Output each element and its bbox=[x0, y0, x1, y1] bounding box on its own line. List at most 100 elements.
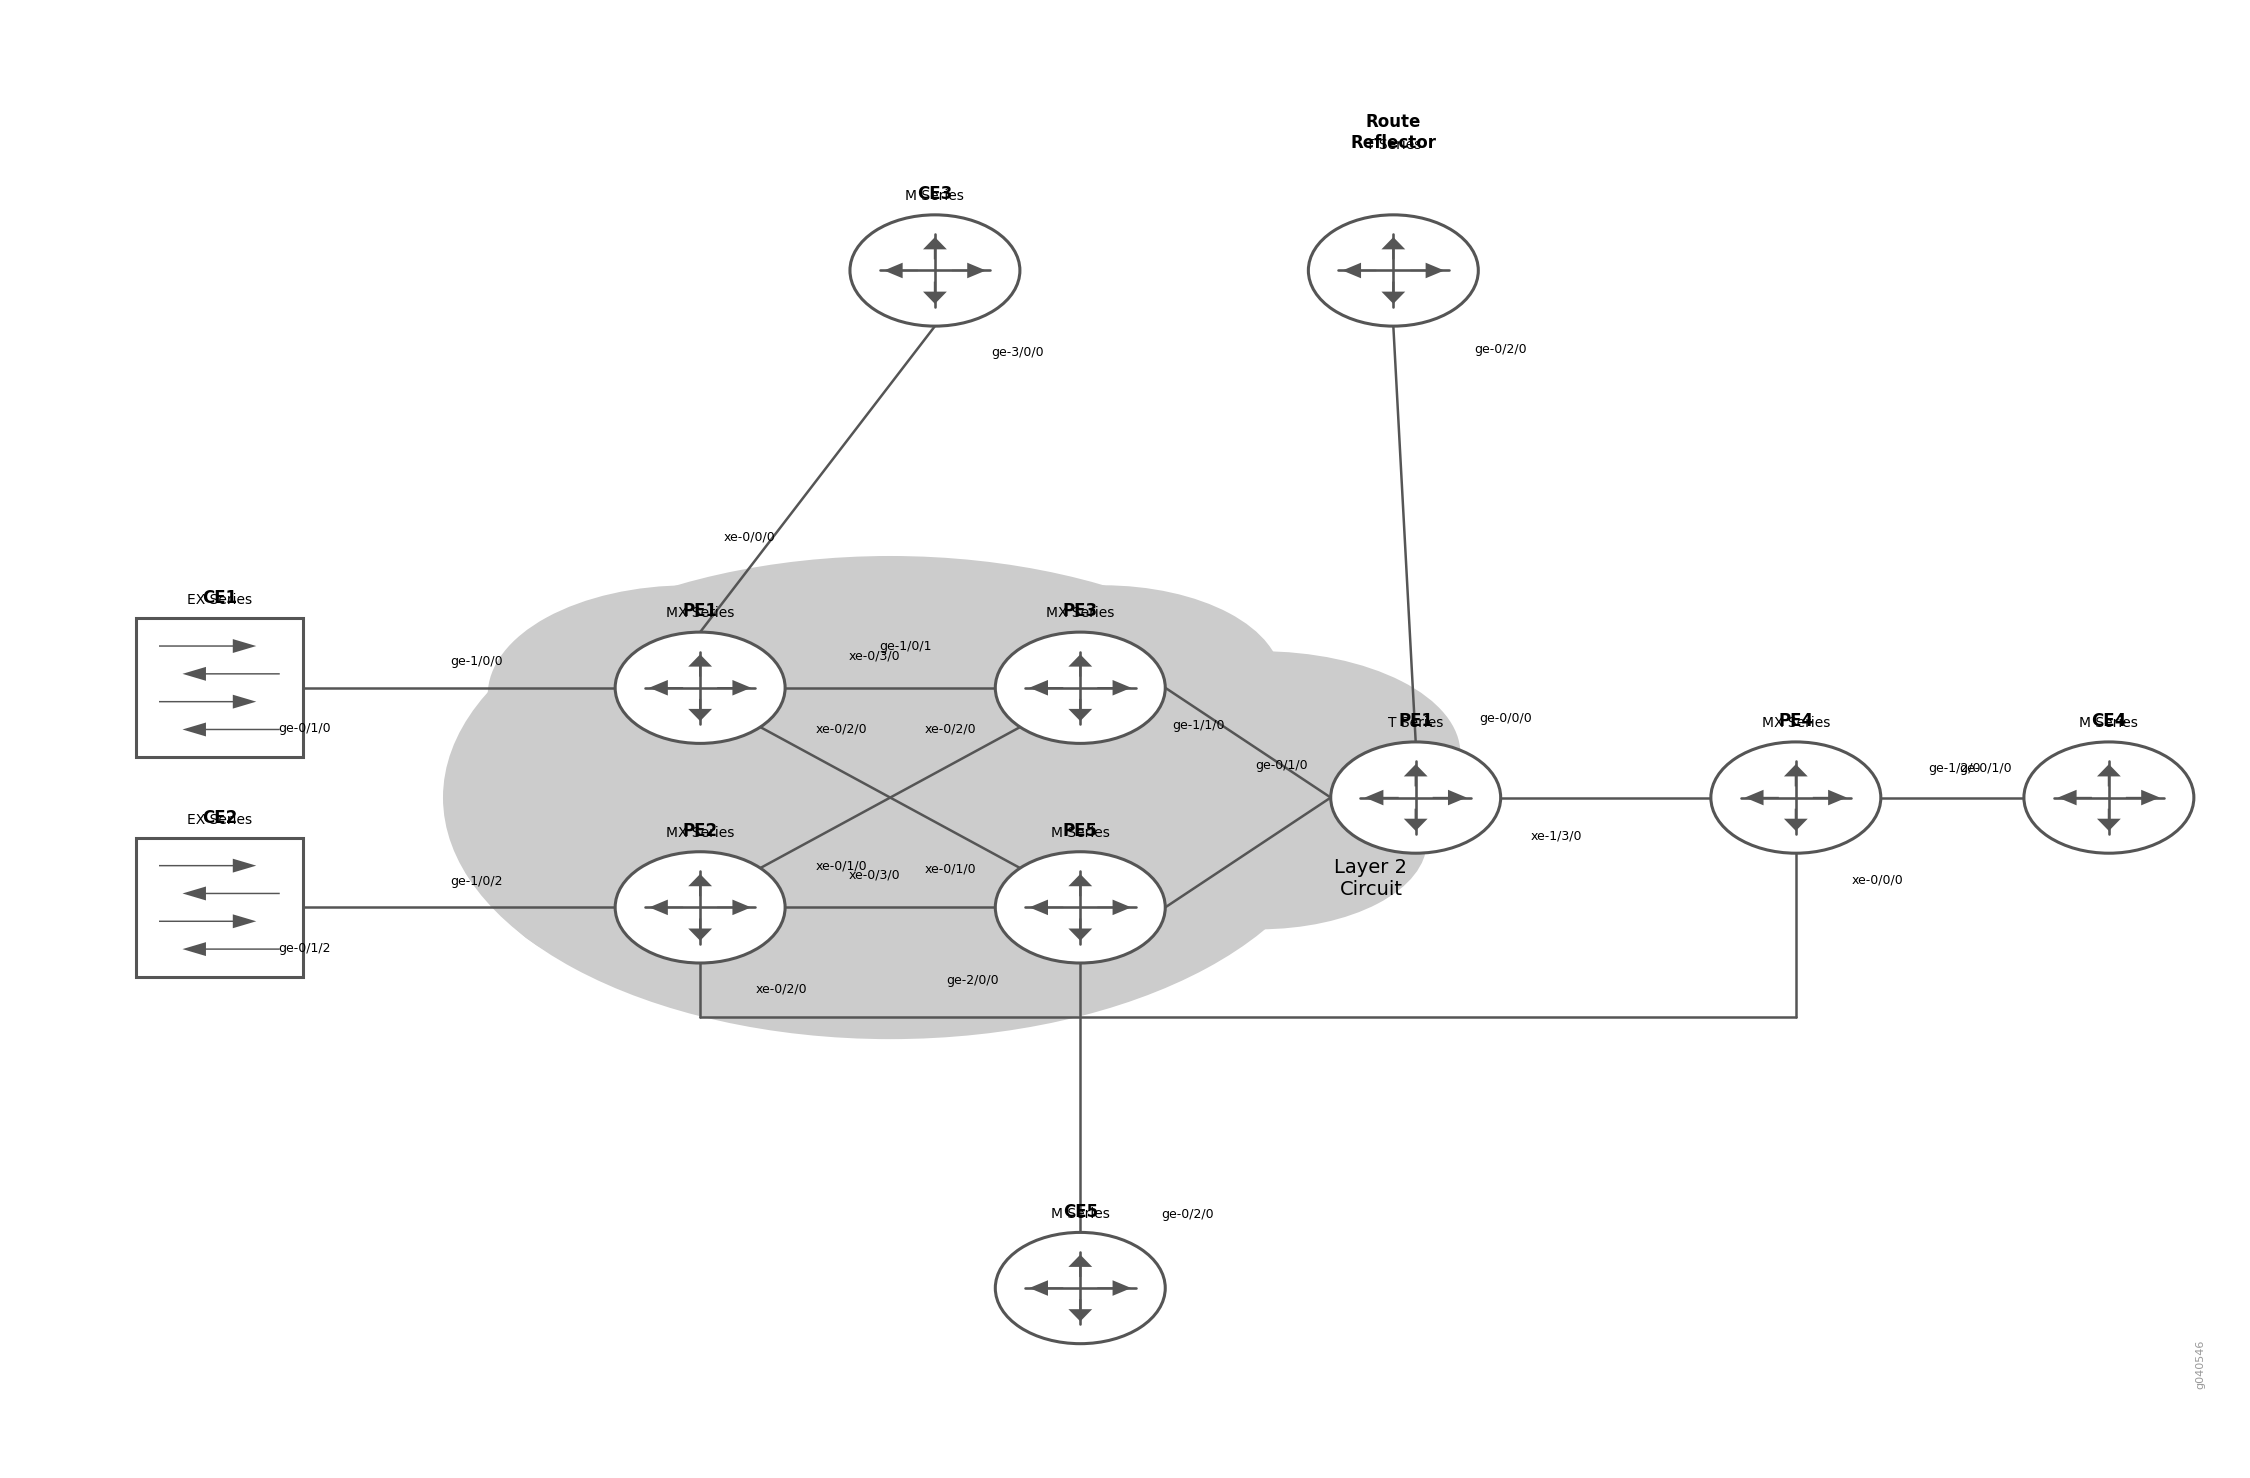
Text: CE5: CE5 bbox=[1062, 1203, 1098, 1221]
Circle shape bbox=[994, 633, 1166, 743]
FancyArrow shape bbox=[1784, 764, 1807, 786]
FancyArrow shape bbox=[2097, 808, 2122, 831]
Ellipse shape bbox=[688, 806, 1091, 995]
Text: xe-1/3/0: xe-1/3/0 bbox=[1530, 829, 1582, 842]
Ellipse shape bbox=[443, 556, 1336, 1039]
Text: ge-0/0/0: ge-0/0/0 bbox=[1478, 712, 1532, 726]
Ellipse shape bbox=[925, 585, 1282, 776]
Text: ge-0/1/0: ge-0/1/0 bbox=[1960, 761, 2012, 774]
Text: xe-0/0/0: xe-0/0/0 bbox=[1852, 873, 1904, 885]
FancyArrow shape bbox=[1343, 263, 1377, 278]
FancyArrow shape bbox=[1382, 236, 1406, 259]
FancyArrow shape bbox=[952, 263, 986, 278]
FancyArrow shape bbox=[2059, 789, 2092, 806]
FancyArrow shape bbox=[688, 873, 711, 896]
FancyArrow shape bbox=[1098, 680, 1132, 696]
Text: ge-1/0/0: ge-1/0/0 bbox=[450, 655, 502, 668]
Text: PE4: PE4 bbox=[1778, 712, 1814, 730]
FancyBboxPatch shape bbox=[135, 618, 304, 757]
Circle shape bbox=[1330, 742, 1501, 853]
Text: M Series: M Series bbox=[904, 173, 965, 202]
Text: ge-1/0/2: ge-1/0/2 bbox=[450, 875, 502, 887]
FancyArrow shape bbox=[1069, 1255, 1091, 1277]
Text: PE2: PE2 bbox=[682, 822, 718, 840]
Text: ge-0/1/0: ge-0/1/0 bbox=[1256, 758, 1307, 772]
Text: CE3: CE3 bbox=[918, 185, 952, 202]
Text: EX Series: EX Series bbox=[187, 797, 252, 826]
FancyArrow shape bbox=[160, 859, 256, 872]
Text: CE1: CE1 bbox=[202, 590, 236, 607]
Text: MX Series: MX Series bbox=[666, 810, 734, 840]
FancyArrow shape bbox=[1366, 789, 1400, 806]
FancyArrow shape bbox=[650, 900, 684, 915]
Text: xe-0/1/0: xe-0/1/0 bbox=[814, 860, 866, 873]
Text: ge-0/2/0: ge-0/2/0 bbox=[1474, 343, 1528, 356]
FancyArrow shape bbox=[688, 699, 711, 721]
Text: ge-0/2/0: ge-0/2/0 bbox=[1161, 1209, 1215, 1221]
FancyArrow shape bbox=[884, 263, 918, 278]
FancyArrow shape bbox=[922, 236, 947, 259]
Text: CE2: CE2 bbox=[202, 808, 236, 826]
Text: ge-0/1/0: ge-0/1/0 bbox=[279, 723, 331, 735]
Text: T Series: T Series bbox=[1366, 105, 1422, 152]
Text: PE1: PE1 bbox=[682, 603, 718, 621]
Text: EX Series: EX Series bbox=[187, 576, 252, 607]
Circle shape bbox=[994, 851, 1166, 964]
Ellipse shape bbox=[925, 798, 1282, 973]
Text: CE4: CE4 bbox=[2090, 712, 2126, 730]
FancyArrow shape bbox=[1433, 789, 1467, 806]
FancyArrow shape bbox=[182, 887, 279, 900]
FancyArrow shape bbox=[1028, 900, 1064, 915]
Circle shape bbox=[614, 851, 785, 964]
FancyArrow shape bbox=[650, 680, 684, 696]
FancyArrow shape bbox=[688, 918, 711, 941]
Text: xe-0/3/0: xe-0/3/0 bbox=[848, 649, 900, 662]
Text: ge-1/1/0: ge-1/1/0 bbox=[1172, 720, 1224, 732]
Ellipse shape bbox=[500, 806, 880, 980]
Text: xe-0/2/0: xe-0/2/0 bbox=[814, 723, 866, 735]
Circle shape bbox=[1710, 742, 1881, 853]
Text: M Series: M Series bbox=[2079, 701, 2138, 730]
FancyArrow shape bbox=[922, 282, 947, 304]
Ellipse shape bbox=[688, 578, 1091, 783]
Text: PE3: PE3 bbox=[1062, 603, 1098, 621]
Text: MX Series: MX Series bbox=[666, 590, 734, 621]
Circle shape bbox=[614, 633, 785, 743]
FancyArrow shape bbox=[1098, 900, 1132, 915]
FancyArrow shape bbox=[1784, 808, 1807, 831]
FancyArrow shape bbox=[718, 900, 752, 915]
Text: PE1: PE1 bbox=[1397, 712, 1433, 730]
Text: ge-0/1/2: ge-0/1/2 bbox=[279, 941, 331, 955]
FancyBboxPatch shape bbox=[135, 838, 304, 977]
FancyArrow shape bbox=[2097, 764, 2122, 786]
FancyArrow shape bbox=[1028, 680, 1064, 696]
FancyArrow shape bbox=[1069, 655, 1091, 677]
FancyArrow shape bbox=[1069, 699, 1091, 721]
FancyArrow shape bbox=[1098, 1280, 1132, 1296]
FancyArrow shape bbox=[160, 695, 256, 708]
Text: xe-0/1/0: xe-0/1/0 bbox=[925, 863, 976, 876]
FancyArrow shape bbox=[1404, 808, 1426, 831]
Text: xe-0/0/0: xe-0/0/0 bbox=[724, 531, 776, 544]
Circle shape bbox=[1307, 214, 1478, 327]
FancyArrow shape bbox=[182, 941, 279, 956]
Circle shape bbox=[994, 1233, 1166, 1344]
Text: PE5: PE5 bbox=[1062, 822, 1098, 840]
FancyArrow shape bbox=[1069, 918, 1091, 941]
FancyArrow shape bbox=[1069, 1299, 1091, 1321]
Ellipse shape bbox=[1058, 652, 1460, 856]
FancyArrow shape bbox=[1744, 789, 1780, 806]
Text: MX Series: MX Series bbox=[1046, 590, 1114, 621]
FancyArrow shape bbox=[1411, 263, 1444, 278]
Text: T Series: T Series bbox=[1388, 701, 1444, 730]
FancyArrow shape bbox=[182, 667, 279, 681]
Text: ge-3/0/0: ge-3/0/0 bbox=[990, 346, 1044, 359]
Circle shape bbox=[2025, 742, 2194, 853]
FancyArrow shape bbox=[1404, 764, 1426, 786]
FancyArrow shape bbox=[718, 680, 752, 696]
Ellipse shape bbox=[522, 695, 880, 900]
FancyArrow shape bbox=[160, 915, 256, 928]
FancyArrow shape bbox=[182, 723, 279, 736]
Text: ge-2/0/0: ge-2/0/0 bbox=[947, 974, 999, 987]
Ellipse shape bbox=[488, 585, 891, 806]
